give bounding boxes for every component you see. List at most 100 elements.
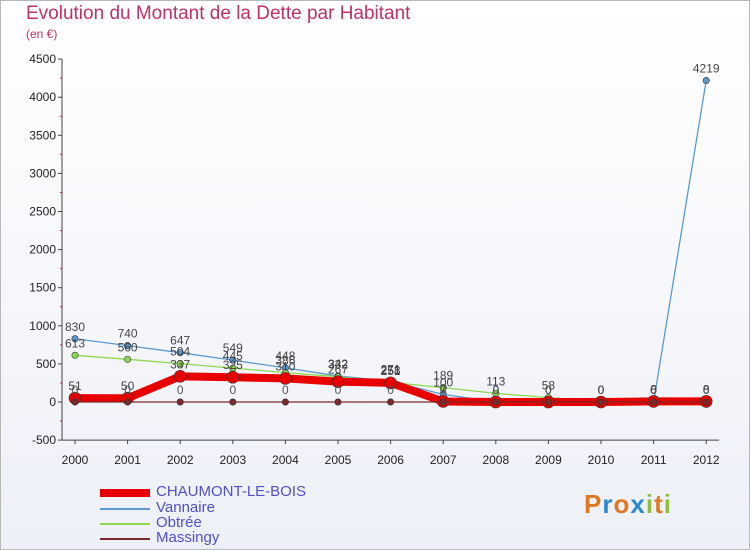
data-point	[124, 398, 132, 406]
data-point	[387, 398, 395, 406]
data-label: 113	[486, 374, 505, 388]
y-tick-label: 3000	[29, 166, 56, 180]
y-tick-label: 1500	[29, 281, 56, 295]
logo-letter: i	[663, 489, 672, 519]
x-tick-label: 2005	[325, 453, 352, 467]
data-label: 0	[650, 383, 657, 397]
data-label: 337	[170, 357, 190, 371]
legend-swatch	[100, 538, 150, 540]
data-label: 51	[68, 379, 82, 393]
data-label: 560	[118, 340, 138, 354]
y-tick-label: 3500	[29, 128, 56, 142]
data-label: 0	[545, 383, 552, 397]
data-label: 0	[72, 383, 79, 397]
x-tick-label: 2012	[693, 453, 720, 467]
data-label: 0	[703, 383, 710, 397]
data-point	[702, 398, 710, 406]
legend-swatch	[100, 489, 150, 497]
data-label: 310	[275, 359, 295, 373]
data-label: 0	[598, 383, 605, 397]
y-tick-label: 4500	[29, 52, 56, 66]
data-label: 740	[118, 327, 138, 341]
data-label: 8	[703, 382, 710, 396]
data-label: 0	[492, 383, 499, 397]
data-label: 0	[492, 383, 499, 397]
x-tick-label: 2007	[430, 453, 457, 467]
data-point	[71, 398, 79, 406]
data-point	[702, 77, 710, 85]
data-label: 0	[335, 383, 342, 397]
data-point	[492, 398, 500, 406]
series-vannaire	[71, 77, 710, 406]
x-tick-label: 2002	[167, 453, 194, 467]
data-label: 4219	[693, 62, 720, 76]
legend-swatch	[100, 523, 150, 525]
data-point	[176, 349, 184, 357]
data-label: 0	[650, 383, 657, 397]
data-label: 0	[545, 383, 552, 397]
y-tick-label: 1000	[29, 319, 56, 333]
logo-letter: i	[645, 489, 655, 519]
y-tick-label: -500	[32, 433, 56, 447]
data-point	[439, 384, 447, 392]
data-label: 613	[65, 336, 85, 350]
y-tick-label: 2000	[29, 243, 56, 257]
data-label: 342	[328, 357, 348, 371]
data-point	[650, 398, 658, 406]
data-point	[281, 398, 289, 406]
y-tick-label: 2500	[29, 205, 56, 219]
logo-letter: t	[654, 489, 664, 519]
data-label: 258	[381, 363, 401, 377]
data-point	[439, 398, 447, 406]
data-label: 830	[65, 320, 85, 334]
data-point	[229, 356, 237, 364]
data-point	[173, 370, 187, 383]
data-label: 7	[440, 382, 447, 396]
x-tick-label: 2004	[272, 453, 299, 467]
data-label: 271	[381, 362, 401, 376]
data-label: 189	[433, 369, 453, 383]
data-label: 332	[328, 358, 348, 372]
data-label: 0	[598, 383, 605, 397]
data-label: 0	[124, 383, 131, 397]
data-point	[279, 372, 292, 385]
data-label: 549	[223, 341, 243, 355]
data-label: 448	[275, 349, 295, 363]
data-label: 325	[223, 358, 243, 372]
data-label: 0	[703, 383, 710, 397]
data-point	[597, 398, 605, 406]
data-label: 504	[170, 345, 190, 359]
data-label: 100	[433, 375, 453, 389]
data-label: 251	[381, 364, 401, 378]
legend-swatch	[100, 508, 150, 510]
series-massingy	[71, 398, 710, 406]
data-label: 0	[650, 383, 657, 397]
proxiti-logo: Proxiti	[584, 489, 672, 520]
y-tick-label: 0	[49, 395, 56, 409]
data-label: 0	[440, 383, 447, 397]
chart-unit: (en €)	[26, 27, 58, 41]
data-label: 0	[282, 383, 289, 397]
x-tick-label: 2009	[535, 453, 562, 467]
legend-label: Massingy	[156, 529, 220, 546]
chart-title: Evolution du Montant de la Dette par Hab…	[26, 3, 411, 24]
data-point	[176, 360, 184, 368]
data-label: 0	[177, 383, 184, 397]
data-label: 647	[170, 334, 190, 348]
data-label: 0	[598, 383, 605, 397]
x-tick-label: 2008	[482, 453, 509, 467]
data-label: 0	[545, 383, 552, 397]
data-point	[544, 398, 552, 406]
data-label: 0	[229, 383, 236, 397]
logo-letter: x	[630, 489, 646, 519]
data-point	[229, 398, 237, 406]
data-point	[331, 375, 345, 388]
data-point	[334, 398, 342, 406]
logo-letter: r	[602, 489, 614, 519]
legend-label: CHAUMONT-LE-BOIS	[156, 483, 307, 500]
data-label: 267	[328, 363, 348, 377]
x-tick-label: 2003	[219, 453, 246, 467]
data-point	[124, 355, 132, 363]
data-point	[226, 370, 240, 384]
